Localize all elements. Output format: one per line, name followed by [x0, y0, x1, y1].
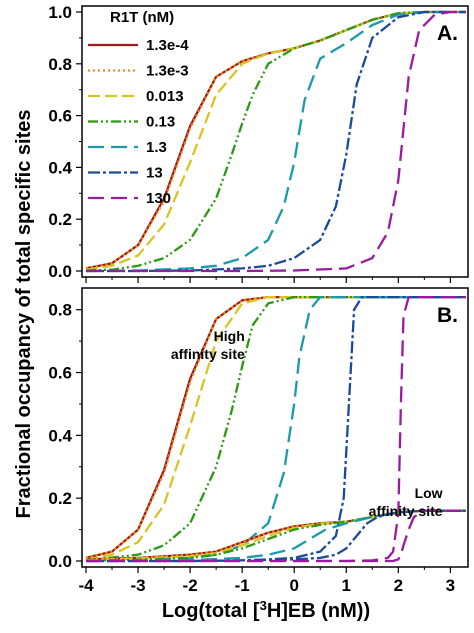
x-tick-label: 1 — [342, 576, 351, 595]
legend-title: R1T (nM) — [110, 9, 174, 26]
series-line-0-013 — [85, 295, 466, 561]
legend-entry-0-13: 0.13 — [146, 114, 175, 131]
x-tick-label: 2 — [394, 576, 403, 595]
legend: R1T (nM) 1.3e-4 1.3e-3 0.013 0.13 1.3 13 130 — [88, 9, 189, 207]
y-tick-label: 0.2 — [48, 210, 72, 229]
series-line-0-13 — [85, 509, 466, 562]
series-line-130 — [86, 10, 466, 273]
y-tick-label: 0.8 — [48, 301, 72, 320]
legend-entry-13: 13 — [146, 165, 163, 182]
series-line-1-3e-3 — [85, 10, 466, 270]
x-tick-label: -1 — [235, 576, 250, 595]
series-line-1-3 — [85, 10, 466, 273]
panel-label: B. — [437, 304, 458, 327]
annotation-low-affinity-site: Low affinity site — [369, 485, 443, 519]
x-tick-label: 3 — [446, 576, 455, 595]
panel-label: A. — [437, 22, 458, 45]
series-line-0-13 — [85, 295, 466, 562]
x-axis-title: Log(total [3H]EB (nM)) — [162, 598, 370, 623]
x-axis-title-suffix: H]EB (nM)) — [267, 600, 370, 622]
annotation-high-affinity-site: High affinity site — [171, 328, 245, 362]
legend-entry-1-3: 1.3 — [146, 139, 167, 156]
y-tick-label: 0.0 — [48, 552, 72, 571]
x-axis-title-prefix: Log(total [ — [162, 600, 260, 622]
y-tick-label: 0.0 — [48, 262, 72, 281]
y-axis-title: Fractional occupancy of total specific s… — [13, 109, 35, 518]
y-tick-label: 0.2 — [48, 489, 72, 508]
x-tick-label: -3 — [130, 576, 145, 595]
panel-a: 0.0 0.2 0.4 0.6 0.8 1.0 A. — [48, 3, 469, 283]
plot-frame — [81, 5, 469, 278]
legend-entry-1-3e-4: 1.3e-4 — [146, 37, 189, 54]
series-line-0-013 — [85, 10, 466, 271]
series-line-1-3 — [85, 295, 466, 563]
series-line-13 — [86, 10, 466, 273]
y-tick-label: 1.0 — [48, 3, 72, 22]
series-line-130 — [86, 509, 466, 563]
series-line-1-3e-4 — [85, 10, 466, 270]
annotation-line: affinity site — [369, 503, 443, 519]
annotation-line: High — [214, 328, 245, 344]
panel-b: 0.0 0.2 0.4 0.6 0.8 -4 -3 -2 -1 0 1 2 3 B. High affinit… — [48, 287, 469, 595]
y-tick-label: 0.4 — [48, 426, 72, 445]
x-tick-label: -2 — [183, 576, 198, 595]
legend-entry-1-3e-3: 1.3e-3 — [146, 63, 189, 80]
x-tick-label: 0 — [289, 576, 298, 595]
plot-frame — [81, 287, 469, 568]
legend-entry-0-013: 0.013 — [146, 88, 184, 105]
x-tick-label: -4 — [78, 576, 94, 595]
x-axis-title-superscript: 3 — [260, 598, 267, 613]
series-line-1-3e-3 — [85, 295, 466, 560]
y-tick-label: 0.6 — [48, 107, 72, 126]
series-line-0-013 — [85, 509, 466, 562]
series-line-0-13 — [85, 10, 466, 272]
legend-entry-130: 130 — [146, 190, 171, 207]
y-tick-label: 0.6 — [48, 364, 72, 383]
y-tick-label: 0.4 — [48, 158, 72, 177]
annotation-line: affinity site — [171, 346, 245, 362]
y-tick-label: 0.8 — [48, 55, 72, 74]
annotation-line: Low — [415, 485, 443, 501]
